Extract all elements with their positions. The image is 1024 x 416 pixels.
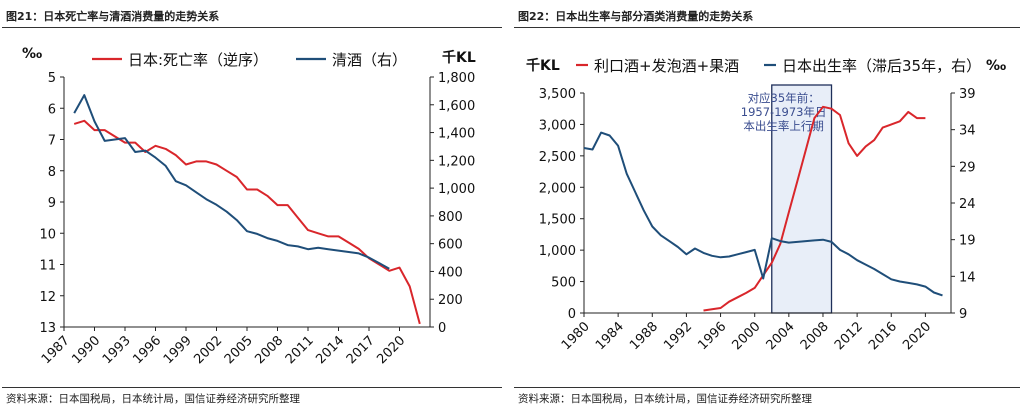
right-tick-label: 1,800 — [438, 71, 475, 86]
right-tick-label: 9 — [959, 307, 967, 322]
right-tick-label: 1,200 — [438, 154, 475, 169]
annotation-text: 对应35年前： — [748, 91, 820, 105]
left-tick-label: 8 — [48, 165, 56, 180]
right-tick-label: 400 — [438, 265, 463, 280]
left-tick-label: 3,000 — [539, 118, 576, 133]
series-line-1 — [73, 119, 421, 325]
figure-21-panel: 图21：日本死亡率与清酒消费量的走势关系 5 6 7 8 9 10 11 12 13 0 200 40… — [0, 0, 506, 416]
left-tick-label: 500 — [551, 276, 576, 291]
x-tick-label: 2012 — [832, 319, 866, 353]
x-tick-label: 1999 — [161, 333, 195, 367]
right-tick-label: 39 — [959, 87, 976, 102]
left-tick-label: 0 — [568, 307, 576, 322]
right-tick-label: 19 — [959, 234, 976, 249]
bottom-divider — [514, 387, 1020, 388]
left-tick-label: 2,000 — [539, 181, 576, 196]
right-tick-label: 1,600 — [438, 99, 475, 114]
x-tick-label: 2011 — [283, 333, 317, 367]
legend-label-2: 日本出生率（滞后35年，右） — [782, 57, 981, 75]
left-tick-label: 6 — [48, 102, 56, 117]
right-tick-label: 200 — [438, 293, 463, 308]
left-tick-label: 11 — [39, 259, 56, 274]
x-tick-label: 2017 — [344, 333, 378, 367]
legend-label-1: 日本:死亡率（逆序） — [128, 51, 268, 69]
right-tick-label: 0 — [438, 321, 446, 336]
legend-label-2: 清酒（右） — [332, 51, 407, 69]
x-tick-label: 2004 — [764, 319, 798, 353]
left-tick-label: 1,500 — [539, 213, 576, 228]
left-tick-label: 9 — [48, 196, 56, 211]
x-tick-label: 1980 — [559, 319, 593, 353]
x-tick-label: 1990 — [69, 333, 103, 367]
right-tick-label: 800 — [438, 210, 463, 225]
x-tick-label: 2008 — [798, 319, 832, 353]
right-tick-label: 1,400 — [438, 127, 475, 142]
left-axis-unit: ‰ — [22, 46, 42, 62]
source-note: 资料来源：日本国税局，日本统计局，国信证券经济研究所整理 — [518, 393, 812, 405]
left-tick-label: 3,500 — [539, 87, 576, 102]
x-tick-label: 2000 — [730, 319, 764, 353]
series-line-2 — [583, 131, 943, 297]
right-tick-label: 14 — [959, 270, 976, 285]
x-tick-label: 1996 — [695, 319, 729, 353]
left-tick-label: 2,500 — [539, 150, 576, 165]
x-tick-label: 1992 — [661, 319, 695, 353]
bottom-divider — [2, 387, 502, 388]
x-tick-label: 1988 — [627, 319, 661, 353]
left-tick-label: 1,000 — [539, 244, 576, 259]
right-tick-label: 24 — [959, 197, 976, 212]
left-tick-label: 5 — [48, 71, 56, 86]
figure-title: 图22：日本出生率与部分酒类消费量的走势关系 — [518, 10, 754, 23]
left-tick-label: 7 — [48, 134, 56, 149]
figure-22-panel: 图22：日本出生率与部分酒类消费量的走势关系 对应35年前： 1957-1973年… — [512, 0, 1024, 416]
x-tick-label: 2002 — [191, 333, 225, 367]
right-tick-label: 600 — [438, 238, 463, 253]
right-tick-label: 29 — [959, 160, 976, 175]
series-line-2 — [73, 94, 390, 270]
figure-title: 图21：日本死亡率与清酒消费量的走势关系 — [6, 10, 220, 23]
legend-label-1: 利口酒+发泡酒+果酒 — [594, 57, 739, 75]
left-tick-label: 10 — [39, 227, 56, 242]
top-divider — [2, 27, 502, 28]
x-tick-label: 1996 — [130, 333, 164, 367]
annotation-box — [771, 84, 833, 314]
right-tick-label: 34 — [959, 124, 976, 139]
series-line-1 — [703, 105, 926, 312]
annotation-text: 本出生率上行期 — [743, 119, 824, 133]
source-note: 资料来源：日本国税局，日本统计局，国信证券经济研究所整理 — [6, 393, 300, 405]
annotation-text: 1957-1973年日 — [741, 105, 827, 119]
right-axis-unit: 千KL — [442, 49, 476, 66]
chart-death-rate-vs-sake: 5 6 7 8 9 10 11 12 13 0 200 400 600 800 1,000 1,200 1,40… — [22, 46, 476, 367]
x-tick-label: 1984 — [593, 319, 627, 353]
x-tick-label: 1993 — [100, 333, 134, 367]
x-tick-label: 2020 — [900, 319, 934, 353]
top-divider — [514, 27, 1020, 28]
x-tick-label: 2008 — [252, 333, 286, 367]
right-tick-label: 1,000 — [438, 182, 475, 197]
x-tick-label: 2005 — [222, 333, 256, 367]
left-axis-unit: 千KL — [526, 57, 560, 74]
x-tick-label: 2014 — [313, 333, 347, 367]
right-axis-unit: ‰ — [986, 58, 1006, 74]
x-tick-label: 2020 — [374, 333, 408, 367]
left-tick-label: 12 — [39, 290, 56, 305]
left-tick-label: 13 — [39, 321, 56, 336]
x-tick-label: 2016 — [866, 319, 900, 353]
x-tick-label: 1987 — [39, 333, 73, 367]
